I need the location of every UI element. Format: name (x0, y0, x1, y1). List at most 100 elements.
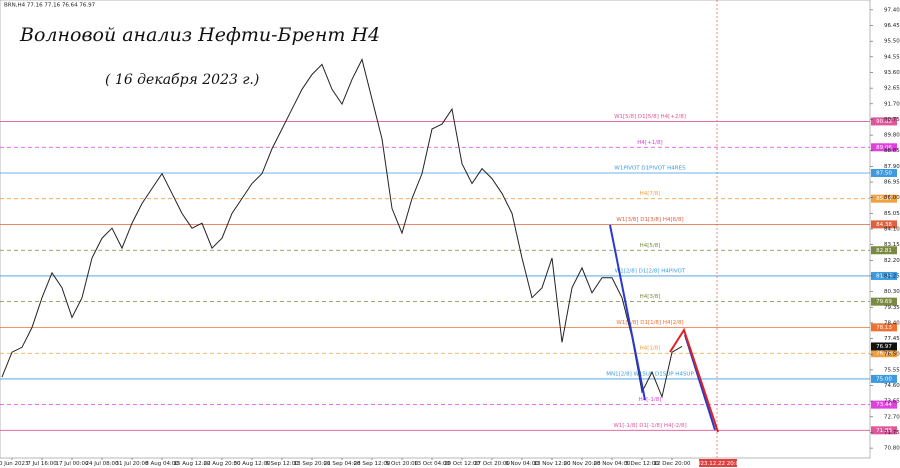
level-badge (871, 400, 897, 409)
y-tick-label: 89.80 (884, 133, 900, 139)
level-badge (871, 297, 897, 306)
y-tick-label: 72.70 (884, 414, 900, 420)
level-value: 89.06 (876, 145, 892, 151)
level-value: 78.13 (876, 325, 892, 331)
x-tick-label: 21 Sep 04:00 (324, 461, 361, 467)
x-tick-label: 24 Jul 08:00 (86, 461, 119, 467)
level-label: W1[-1/8] D1[-1/8] H4[-2/8] (613, 423, 686, 429)
level-badge (871, 220, 897, 229)
level-value: 87.50 (876, 170, 892, 176)
y-tick-label: 80.30 (884, 289, 900, 295)
y-tick-label: 83.15 (884, 242, 900, 248)
level-badge (871, 323, 897, 332)
level-value: 71.88 (876, 428, 892, 434)
chart-title: Волновой анализ Нефти-Брент H4 (19, 24, 380, 46)
level-label: W1[3/8] D1[3/8] H4[6/8] (616, 217, 683, 223)
level-badge (871, 374, 897, 383)
wave-line (609, 224, 646, 401)
level-label: H4[3/8] (640, 294, 661, 300)
y-tick-label: 74.60 (884, 383, 900, 389)
y-tick-label: 94.55 (884, 54, 900, 60)
level-value: 85.94 (876, 196, 892, 202)
x-tick-label: 30 Jun 2023 (0, 461, 29, 467)
x-tick-label: 20 Nov 20:00 (563, 461, 601, 467)
x-tick-label: 6 Nov 04:00 (505, 461, 539, 467)
cursor-time: 2023.12.22 20:00 (693, 461, 743, 467)
x-tick-label: 6 Sep 12:00 (265, 461, 299, 467)
y-tick-label: 86.95 (884, 180, 900, 186)
level-label: W1[5/8] D1[5/8] H4[+2/8] (614, 114, 686, 120)
last-price-badge (871, 342, 897, 351)
level-value: 79.69 (876, 299, 892, 305)
level-badge (871, 246, 897, 255)
price-line (1, 58, 683, 399)
level-badge (871, 117, 897, 126)
y-tick-label: 82.20 (884, 258, 900, 264)
x-tick-label: 13 Sep 20:00 (294, 461, 331, 467)
level-value: 84.38 (876, 222, 892, 228)
plot-area (0, 0, 871, 459)
x-tick-label: 12 Dec 20:00 (654, 461, 691, 467)
y-tick-label: 70.80 (884, 446, 900, 452)
y-tick-label: 76.50 (884, 352, 900, 358)
level-label: H4[1/8] (640, 346, 661, 352)
level-value: 73.44 (876, 402, 892, 408)
x-tick-label: 5 Oct 20:00 (386, 461, 419, 467)
level-badge (871, 168, 897, 177)
x-tick-label: 20 Oct 12:00 (444, 461, 480, 467)
level-badge (871, 194, 897, 203)
level-value: 76.56 (876, 351, 892, 357)
x-tick-label: 7 Jul 16:00 (27, 461, 57, 467)
y-tick-label: 87.90 (884, 164, 900, 170)
y-tick-label: 79.35 (884, 305, 900, 311)
level-value: 90.63 (876, 119, 892, 125)
y-tick-label: 73.65 (884, 399, 900, 405)
x-tick-label: 13 Nov 12:00 (533, 461, 571, 467)
y-tick-label: 81.25 (884, 273, 900, 279)
x-tick-label: 22 Aug 20:00 (203, 461, 241, 467)
last-price: 76.97 (876, 344, 892, 350)
x-tick-label: 27 Oct 20:00 (474, 461, 510, 467)
header: BRN,H4 77.16 77.16 76.64 76.97 (4, 3, 96, 9)
levels: W1[5/8] D1[5/8] H4[+2/8] 90.63 H4[+1/8] 89.… (0, 114, 897, 435)
y-tick-label: 85.05 (884, 211, 900, 217)
y-tick-label: 91.70 (884, 101, 900, 107)
level-label: H4[5/8] (640, 243, 661, 249)
y-tick-label: 84.10 (884, 227, 900, 233)
x-tick-label: 15 Aug 12:00 (173, 461, 211, 467)
y-tick-label: 97.40 (884, 7, 900, 13)
level-label: H4[-1/8] (639, 397, 662, 403)
level-value: 82.81 (876, 248, 892, 254)
y-tick-label: 78.40 (884, 320, 900, 326)
cursor-time-box (699, 459, 737, 467)
y-tick-label: 95.50 (884, 39, 900, 45)
level-label: W1[1/8] D1[1/8] H4[2/8] (616, 320, 683, 326)
x-tick-label: 30 Aug 12:00 (233, 461, 271, 467)
level-label: H4[+1/8] (637, 140, 662, 146)
level-badge (871, 271, 897, 280)
y-tick-label: 88.85 (884, 148, 900, 154)
y-tick-label: 92.65 (884, 86, 900, 92)
x-tick-label: 13 Oct 04:00 (414, 461, 450, 467)
x-tick-label: 8 Aug 04:00 (145, 461, 179, 467)
level-value: 81.25 (876, 273, 892, 279)
y-tick-label: 71.75 (884, 430, 900, 436)
chart-subtitle: ( 16 декабря 2023 г.) (105, 72, 259, 88)
y-tick-label: 93.60 (884, 70, 900, 76)
level-badge (871, 349, 897, 358)
level-badge (871, 426, 897, 435)
x-tick-label: 28 Nov 04:00 (593, 461, 631, 467)
y-tick-label: 86.00 (884, 195, 900, 201)
y-tick-label: 75.55 (884, 367, 900, 373)
forecast-line (669, 327, 719, 433)
y-tick-label: 96.45 (884, 23, 900, 29)
level-label: H4[7/8] (640, 191, 661, 197)
level-value: 75.00 (876, 376, 892, 382)
x-tick-label: 28 Sep 12:00 (354, 461, 391, 467)
level-label: W1PIVOT D1PIVOT H4RES (614, 165, 686, 171)
price (1, 58, 683, 399)
level-label: W1[2/8] D1[2/8] H4PIVOT (615, 268, 686, 274)
x-tick-label: 31 Jul 20:00 (116, 461, 149, 467)
x-tick-label: 17 Jul 00:00 (56, 461, 89, 467)
